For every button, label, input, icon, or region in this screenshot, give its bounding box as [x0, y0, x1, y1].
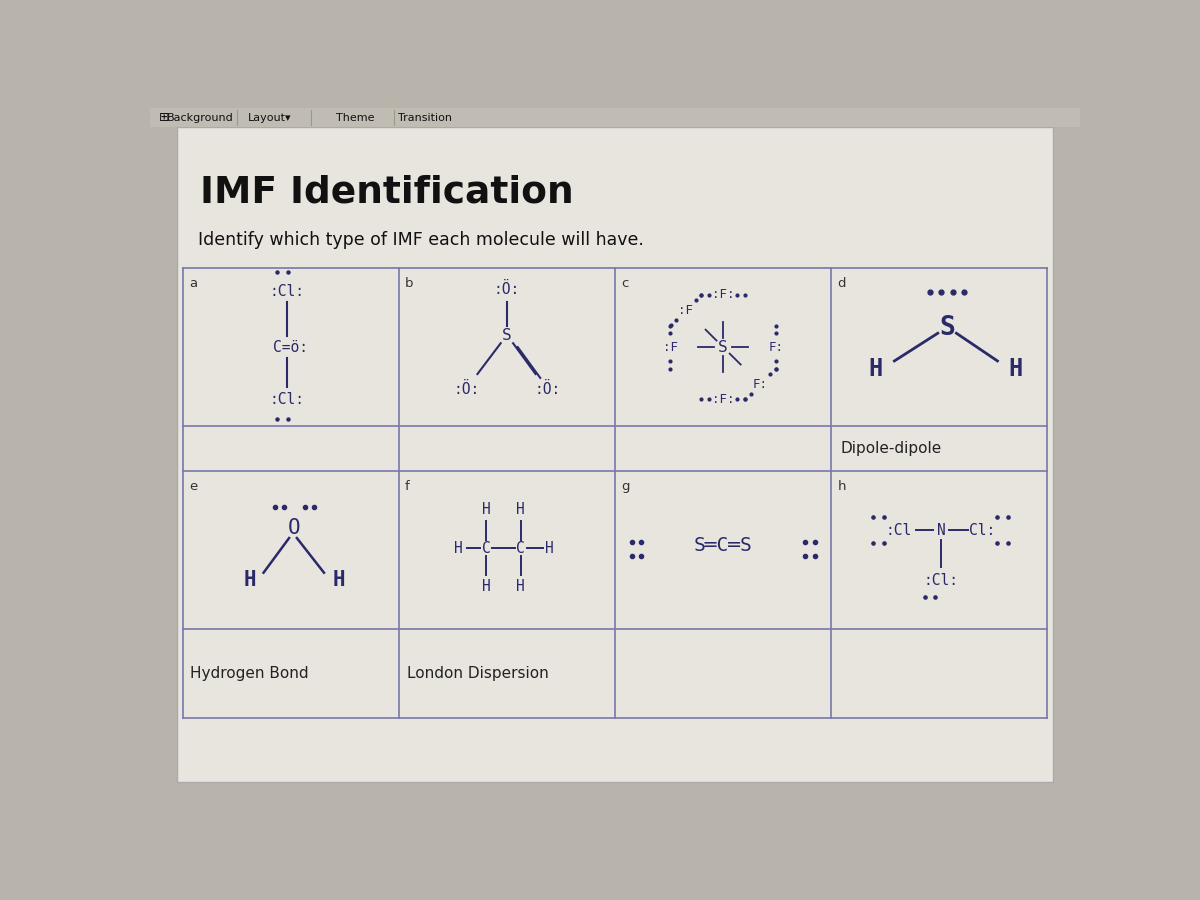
Text: IMF Identification: IMF Identification	[200, 175, 574, 211]
Text: ⊞: ⊞	[158, 111, 169, 124]
Text: d: d	[838, 277, 846, 291]
Bar	[150, 108, 1080, 127]
Text: f: f	[404, 480, 409, 493]
Text: Identify which type of IMF each molecule will have.: Identify which type of IMF each molecule…	[198, 231, 644, 249]
Text: H: H	[481, 579, 491, 594]
Text: :F:: :F:	[712, 288, 734, 302]
Text: Hydrogen Bond: Hydrogen Bond	[191, 666, 308, 680]
Text: g: g	[622, 480, 630, 493]
Text: H: H	[869, 356, 883, 381]
Text: :Ö:: :Ö:	[534, 382, 560, 397]
Text: h: h	[838, 480, 846, 493]
Text: F:: F:	[768, 340, 784, 354]
Text: c: c	[622, 277, 629, 291]
Text: Layout▾: Layout▾	[248, 112, 292, 122]
Text: :Cl:: :Cl:	[269, 392, 305, 407]
Text: F:: F:	[752, 378, 768, 391]
Text: H: H	[455, 541, 463, 555]
Text: H: H	[244, 571, 257, 590]
Text: C=ö:: C=ö:	[274, 339, 308, 355]
Text: e: e	[188, 480, 197, 493]
Text: H: H	[516, 502, 526, 518]
Text: H: H	[332, 571, 346, 590]
Text: :Ö:: :Ö:	[454, 382, 480, 397]
Text: C: C	[481, 541, 491, 555]
Text: :F: :F	[662, 340, 678, 354]
Text: Cl:: Cl:	[968, 523, 995, 538]
Text: :Ö:: :Ö:	[493, 282, 520, 297]
Text: London Dispersion: London Dispersion	[407, 666, 548, 680]
Text: H: H	[545, 541, 554, 555]
Text: S: S	[719, 339, 728, 355]
Text: :Cl:: :Cl:	[923, 573, 959, 588]
Text: O: O	[288, 518, 301, 538]
Text: N: N	[936, 523, 946, 538]
Text: a: a	[188, 277, 197, 291]
Text: Background: Background	[167, 112, 234, 122]
Text: H: H	[481, 502, 491, 518]
Text: b: b	[404, 277, 414, 291]
Text: S: S	[940, 315, 955, 341]
Text: S═C═S: S═C═S	[694, 536, 752, 555]
Text: :Cl:: :Cl:	[269, 284, 305, 299]
Text: Transition: Transition	[398, 112, 452, 122]
Text: S: S	[502, 328, 511, 343]
Text: Dipole-dipole: Dipole-dipole	[840, 441, 942, 455]
Text: H: H	[1008, 356, 1022, 381]
Text: :F: :F	[678, 303, 694, 317]
Text: Theme: Theme	[336, 112, 374, 122]
Text: :F:: :F:	[712, 393, 734, 406]
Text: H: H	[516, 579, 526, 594]
Text: :Cl: :Cl	[886, 523, 912, 538]
Text: C: C	[516, 541, 526, 555]
